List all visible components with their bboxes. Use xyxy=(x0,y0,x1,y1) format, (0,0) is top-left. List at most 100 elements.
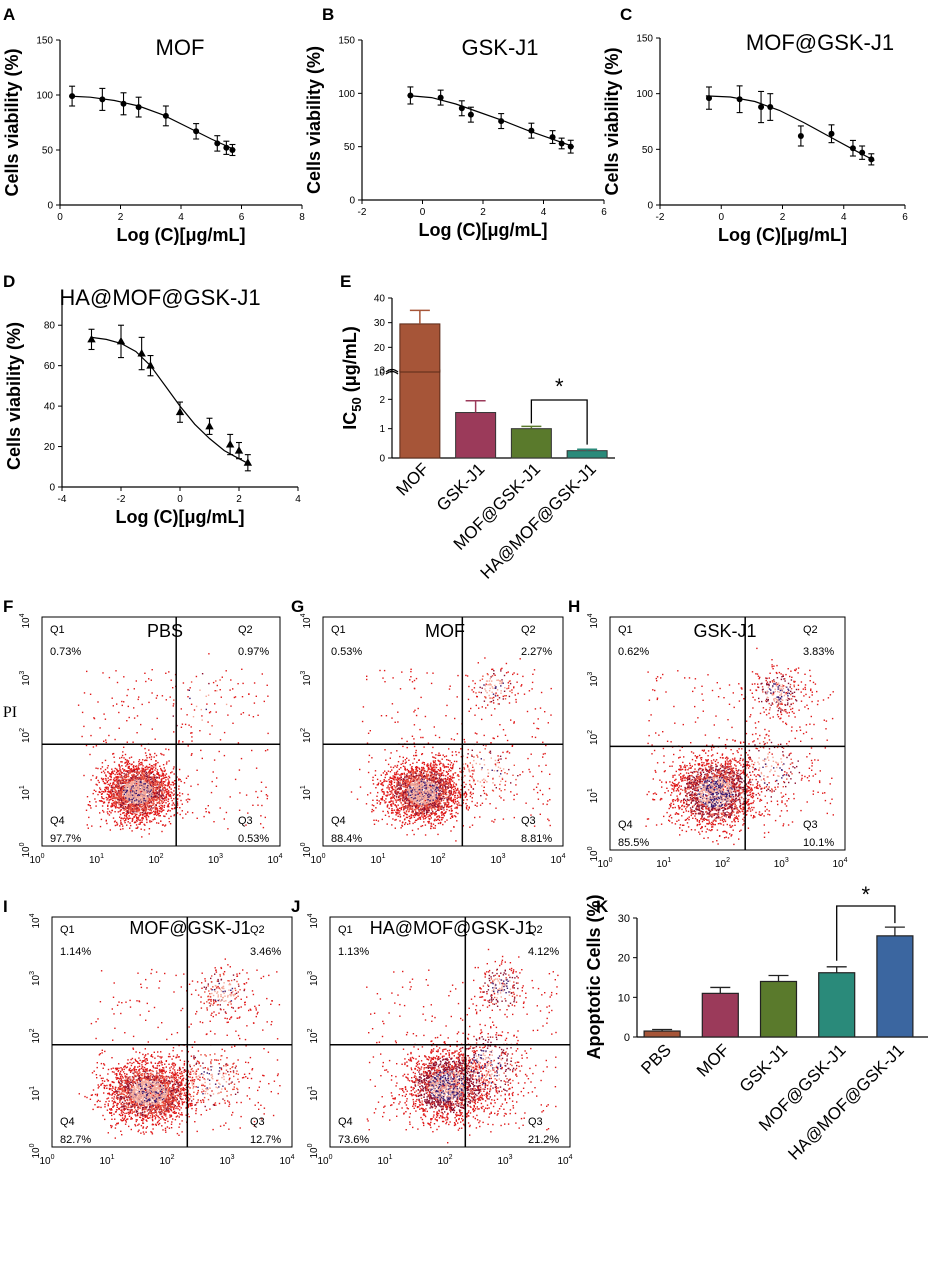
scatter-point xyxy=(411,789,414,791)
scatter-point xyxy=(393,785,395,787)
scatter-point xyxy=(394,819,396,821)
scatter-point xyxy=(101,805,104,807)
scatter-point xyxy=(113,779,116,782)
scatter-point xyxy=(381,788,384,790)
scatter-point xyxy=(205,708,207,711)
scatter-point xyxy=(387,804,389,806)
scatter-point xyxy=(95,745,98,747)
scatter-point xyxy=(252,716,255,718)
scatter-point xyxy=(432,790,435,793)
scatter-point xyxy=(107,804,109,807)
scatter-point xyxy=(123,793,126,796)
scatter-point xyxy=(428,822,430,824)
scatter-point xyxy=(111,789,113,791)
category-label: GSK-J1 xyxy=(736,1040,792,1096)
scatter-point xyxy=(245,794,248,796)
scatter-point xyxy=(424,792,426,795)
scatter-point xyxy=(413,808,415,811)
scatter-point xyxy=(167,783,169,785)
scatter-point xyxy=(162,789,164,791)
y-label-unit: (μg/mL) xyxy=(340,326,360,397)
y-tick-label: 103 xyxy=(19,671,32,686)
scatter-point xyxy=(130,763,132,766)
scatter-point xyxy=(107,787,109,789)
scatter-point xyxy=(260,781,263,783)
scatter-point xyxy=(136,767,138,769)
scatter-point xyxy=(161,824,164,826)
scatter-point xyxy=(91,825,93,827)
scatter-point xyxy=(114,767,116,770)
data-point xyxy=(558,140,565,147)
scatter-point xyxy=(199,689,201,691)
scatter-point xyxy=(141,772,143,774)
scatter-point xyxy=(266,797,268,800)
scatter-point xyxy=(433,769,435,771)
scatter-point xyxy=(414,784,416,786)
scatter-point xyxy=(442,780,444,782)
scatter-point xyxy=(123,808,125,810)
scatter-point xyxy=(103,801,106,804)
scatter-point xyxy=(423,810,425,812)
scatter-point xyxy=(125,807,127,809)
scatter-point xyxy=(144,747,146,750)
scatter-point xyxy=(142,783,144,785)
scatter-point xyxy=(465,802,467,805)
scatter-point xyxy=(440,798,442,800)
scatter-point xyxy=(156,773,158,775)
scatter-point xyxy=(449,775,451,777)
scatter-point xyxy=(418,811,421,813)
scatter-point xyxy=(412,799,415,801)
scatter-point xyxy=(148,805,150,807)
scatter-point xyxy=(392,777,394,779)
scatter-point xyxy=(143,798,145,800)
scatter-point xyxy=(124,791,126,794)
scatter-point xyxy=(144,815,146,817)
scatter-point xyxy=(172,715,174,717)
data-point xyxy=(146,361,155,369)
scatter-point xyxy=(135,809,138,811)
scatter-point xyxy=(146,777,148,780)
scatter-point xyxy=(449,794,451,796)
scatter-point xyxy=(411,783,414,785)
scatter-point xyxy=(143,823,145,826)
scatter-point xyxy=(129,785,132,787)
scatter-point xyxy=(180,726,183,728)
scatter-point xyxy=(455,783,457,785)
scatter-point xyxy=(426,796,428,798)
scatter-point xyxy=(405,810,408,812)
scatter-point xyxy=(130,797,133,800)
scatter-point xyxy=(421,815,423,817)
scatter-point xyxy=(426,771,429,773)
scatter-point xyxy=(207,805,209,807)
scatter-point xyxy=(122,778,124,781)
scatter-point xyxy=(392,818,394,820)
scatter-point xyxy=(160,778,163,781)
scatter-point xyxy=(399,785,401,787)
scatter-point xyxy=(128,797,130,800)
scatter-point xyxy=(128,779,130,781)
scatter-point xyxy=(427,773,430,776)
scatter-point xyxy=(144,770,146,772)
scatter-point xyxy=(162,798,164,800)
scatter-point xyxy=(408,820,410,822)
scatter-point xyxy=(137,781,140,784)
scatter-point xyxy=(420,792,422,795)
y-tick-label: 20 xyxy=(374,343,386,354)
scatter-point xyxy=(144,788,146,790)
scatter-point xyxy=(387,810,389,813)
scatter-point xyxy=(443,778,445,780)
scatter-point xyxy=(138,759,141,761)
scatter-point xyxy=(149,788,151,790)
scatter-point xyxy=(400,776,402,778)
scatter-point xyxy=(397,778,400,781)
scatter-point xyxy=(153,775,156,778)
scatter-point xyxy=(141,836,143,838)
scatter-point xyxy=(143,774,146,776)
scatter-point xyxy=(116,793,118,795)
scatter-point xyxy=(436,806,438,808)
scatter-point xyxy=(121,756,123,759)
scatter-point xyxy=(179,778,181,781)
scatter-point xyxy=(135,794,137,796)
scatter-point xyxy=(207,721,209,723)
x-tick-label: 0 xyxy=(420,207,426,218)
